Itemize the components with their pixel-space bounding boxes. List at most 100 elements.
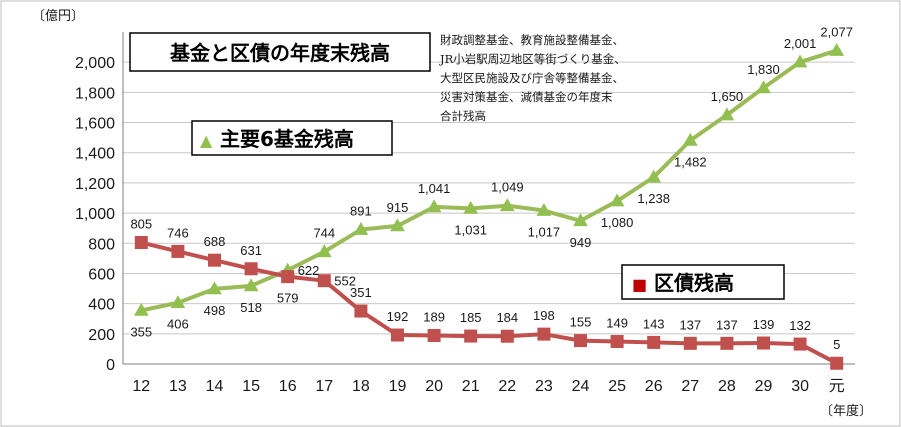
y-tick-label: 200 — [88, 327, 115, 344]
data-label: 155 — [570, 315, 592, 330]
data-label: 143 — [643, 316, 665, 331]
funds-point — [719, 107, 735, 121]
y-tick-label: 1,400 — [75, 146, 115, 163]
data-label: 688 — [204, 234, 226, 249]
x-tick-label: 25 — [608, 378, 626, 395]
data-label: 498 — [204, 303, 226, 318]
legend-funds-frame — [191, 120, 393, 156]
legend-bonds: ■ 区債残高 — [621, 264, 785, 300]
note-line: JR小岩駅周辺地区等街づくり基金、 — [439, 52, 626, 66]
legend-funds-marker: ▲ — [200, 131, 213, 150]
data-label: 149 — [606, 316, 628, 331]
funds-point — [609, 193, 625, 207]
x-tick-label: 16 — [279, 378, 297, 395]
x-tick-label: 17 — [315, 378, 333, 395]
x-tick-label: 27 — [681, 378, 699, 395]
y-tick-label: 400 — [88, 297, 115, 314]
x-axis-unit: 〔年度〕 — [820, 403, 872, 419]
x-tick-label: 26 — [645, 378, 663, 395]
data-label: 1,080 — [601, 215, 634, 230]
bonds-point — [720, 336, 734, 350]
x-tick-label: 23 — [535, 378, 553, 395]
funds-point — [133, 302, 149, 316]
data-label: 518 — [240, 300, 262, 315]
bonds-point — [757, 336, 770, 350]
x-tick-label: 28 — [718, 378, 736, 395]
funds-point — [390, 218, 405, 232]
axes — [122, 32, 855, 365]
x-tick-label: 13 — [169, 378, 187, 395]
data-label: 622 — [298, 263, 320, 278]
data-label: 198 — [533, 308, 555, 323]
data-label: 137 — [716, 317, 738, 332]
funds-point — [756, 80, 771, 94]
title-box: 基金と区債の年度末残高 — [129, 32, 431, 72]
bonds-point — [244, 262, 258, 276]
data-label: 351 — [350, 285, 372, 300]
note-line: 災害対策基金、減債基金の年度末 — [440, 90, 613, 104]
y-tick-label: 2,000 — [75, 55, 115, 72]
chart-note: 財政調整基金、教育施設整備基金、 JR小岩駅周辺地区等街づくり基金、大型区民施設及… — [439, 33, 626, 123]
funds-point — [426, 199, 442, 213]
bonds-point — [317, 274, 331, 288]
data-label: 891 — [350, 204, 372, 219]
data-label: 1,830 — [747, 62, 780, 77]
title-frame — [129, 32, 431, 72]
funds-point — [573, 213, 588, 227]
legend-bonds-frame — [621, 264, 785, 300]
data-label: 552 — [334, 274, 356, 289]
bonds-point — [427, 328, 441, 342]
y-tick-label: 1,800 — [75, 85, 115, 102]
data-label: 139 — [753, 317, 775, 332]
x-tick-label: 18 — [352, 378, 370, 395]
y-tick-label: 800 — [88, 236, 115, 253]
chart-title: 基金と区債の年度末残高 — [170, 41, 390, 65]
funds-point — [829, 43, 845, 56]
funds-point — [170, 295, 186, 309]
data-label: 5 — [833, 337, 840, 352]
y-tick-label: 1,000 — [75, 206, 115, 223]
series-layer — [133, 43, 845, 370]
data-label: 1,017 — [528, 225, 561, 240]
data-label: 185 — [460, 310, 482, 325]
bonds-point — [500, 329, 514, 343]
funds-point — [353, 222, 369, 235]
x-tick-label: 24 — [572, 378, 590, 395]
funds-point — [243, 278, 259, 292]
x-tick-label: 20 — [425, 378, 443, 395]
data-label: 137 — [679, 317, 701, 332]
legend-bonds-marker: ■ — [632, 275, 647, 294]
bonds-point — [134, 236, 148, 250]
bonds-point — [610, 335, 624, 349]
bonds-point — [391, 328, 404, 342]
x-tick-label: 21 — [462, 378, 480, 395]
bonds-point — [574, 334, 587, 348]
data-label: 579 — [277, 291, 299, 306]
x-tick-label: 22 — [498, 378, 516, 395]
x-tick-label: 元 — [829, 378, 845, 395]
legend-bonds-label: 区債残高 — [654, 271, 734, 295]
x-tick-label: 30 — [791, 378, 809, 395]
data-label: 1,650 — [711, 89, 744, 104]
y-tick-label: 0 — [106, 357, 115, 374]
bonds-point — [208, 253, 221, 267]
data-label: 1,049 — [491, 180, 524, 195]
data-label: 132 — [789, 318, 811, 333]
data-label: 189 — [423, 309, 445, 324]
y-axis-ticks: 0 200 400 600 800 1,000 1,200 1,400 1,600 1,800 2,… — [75, 55, 115, 374]
x-tick-label: 19 — [389, 378, 407, 395]
data-label: 2,077 — [820, 25, 853, 40]
note-line: 大型区民施設及び庁舎等整備基金、 — [440, 71, 624, 85]
data-label: 744 — [313, 226, 335, 241]
funds-point — [646, 169, 662, 183]
y-tick-label: 1,200 — [75, 176, 115, 193]
bonds-point — [537, 327, 551, 341]
data-label: 1,031 — [454, 222, 487, 237]
data-label: 406 — [167, 317, 189, 332]
legend-funds: ▲ 主要6基金残高 — [191, 120, 393, 156]
data-label: 1,041 — [418, 181, 451, 196]
note-line: 合計残高 — [440, 109, 486, 123]
bonds-point — [830, 356, 844, 370]
data-labels: 355 406 498 518 622 744 891 915 1,041 1,031 1,049 1… — [130, 25, 853, 353]
